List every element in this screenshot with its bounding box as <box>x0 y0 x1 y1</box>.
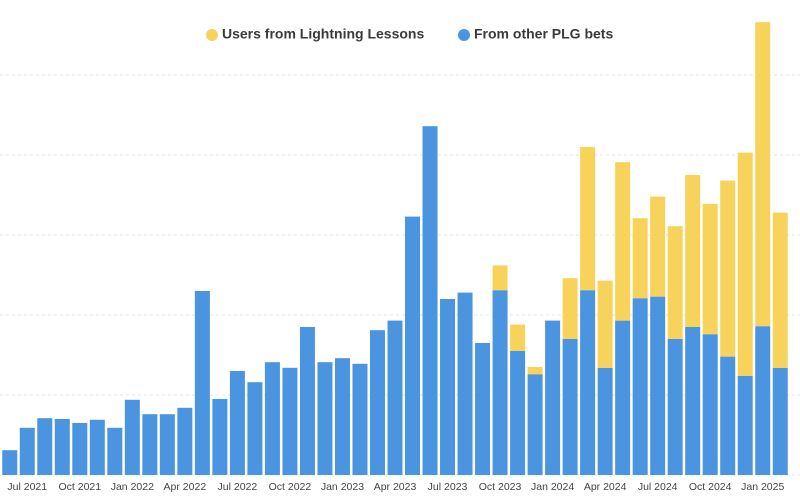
bar-segment <box>89 419 105 475</box>
bar-segment <box>282 367 298 475</box>
bar-segment <box>264 362 280 475</box>
bar-segment <box>369 330 385 475</box>
bar-segment <box>107 427 123 475</box>
x-tick-label: Jul 2023 <box>428 481 468 493</box>
bar-segment <box>492 265 508 291</box>
bar-segment <box>685 327 701 475</box>
bar-segment <box>702 334 718 475</box>
bar-segment <box>562 278 578 339</box>
x-tick-label: Jul 2022 <box>218 481 258 493</box>
bar-segment <box>124 399 140 475</box>
bar-segment <box>755 326 771 475</box>
bar-segment <box>405 216 421 475</box>
bar-segment <box>632 298 648 475</box>
bar-segment <box>650 296 666 475</box>
bar-segment <box>54 419 70 475</box>
bar-segment <box>772 212 788 368</box>
bar-segment <box>737 152 753 376</box>
x-tick-label: Jan 2023 <box>321 481 364 493</box>
legend-marker <box>206 29 218 41</box>
bar-segment <box>702 203 718 335</box>
x-tick-label: Apr 2023 <box>374 481 417 493</box>
x-tick-label: Apr 2024 <box>584 481 627 493</box>
x-tick-label: Oct 2022 <box>269 481 312 493</box>
bar-segment <box>720 180 736 357</box>
bar-segment <box>19 427 35 475</box>
x-tick-label: Oct 2023 <box>479 481 522 493</box>
legend-marker <box>458 29 470 41</box>
bar-segment <box>177 407 193 475</box>
bar-segment <box>334 358 350 475</box>
bar-segment <box>562 339 578 475</box>
x-tick-label: Jul 2024 <box>638 481 678 493</box>
bar-segment <box>720 356 736 475</box>
bar-segment <box>510 324 526 351</box>
bar-segment <box>299 327 315 475</box>
bar-segment <box>615 162 631 321</box>
bar-segment <box>527 374 543 475</box>
bar-segment <box>2 450 18 475</box>
x-tick-label: Apr 2022 <box>164 481 207 493</box>
bar-segment <box>37 418 53 475</box>
bar-segment <box>440 299 456 475</box>
x-tick-label: Jul 2021 <box>7 481 47 493</box>
bar-segment <box>580 290 596 475</box>
x-tick-label: Oct 2021 <box>58 481 101 493</box>
x-tick-label: Jan 2025 <box>741 481 784 493</box>
bar-segment <box>527 367 543 375</box>
legend-label: Users from Lightning Lessons <box>222 26 424 42</box>
bar-segment <box>615 320 631 475</box>
bar-segment <box>492 290 508 475</box>
bar-segment <box>229 371 245 475</box>
bar-segment <box>457 292 473 475</box>
bar-segment <box>667 226 683 339</box>
bar-segment <box>317 362 333 475</box>
bar-segment <box>510 351 526 475</box>
bar-segment <box>212 399 228 475</box>
bar-segment <box>194 291 210 475</box>
bar-segment <box>352 363 368 475</box>
bar-segment <box>580 147 596 291</box>
bar-segment <box>387 320 403 475</box>
legend-label: From other PLG bets <box>474 26 613 42</box>
bar-segment <box>475 343 491 475</box>
bar-segment <box>632 218 648 299</box>
bar-segment <box>650 196 666 297</box>
bar-segment <box>667 339 683 475</box>
bar-segment <box>685 175 701 327</box>
x-tick-label: Jan 2024 <box>531 481 574 493</box>
bar-segment <box>247 382 263 475</box>
bar-segment <box>597 280 613 368</box>
bar-segment <box>422 126 438 475</box>
x-tick-label: Oct 2024 <box>689 481 732 493</box>
bar-segment <box>772 367 788 475</box>
bar-segment <box>159 414 175 475</box>
bar-segment <box>142 414 158 475</box>
bar-segment <box>737 375 753 475</box>
bar-segment <box>755 22 771 327</box>
bar-segment <box>72 423 88 475</box>
x-tick-label: Jan 2022 <box>111 481 154 493</box>
bar-segment <box>597 367 613 475</box>
bar-segment <box>545 320 561 475</box>
